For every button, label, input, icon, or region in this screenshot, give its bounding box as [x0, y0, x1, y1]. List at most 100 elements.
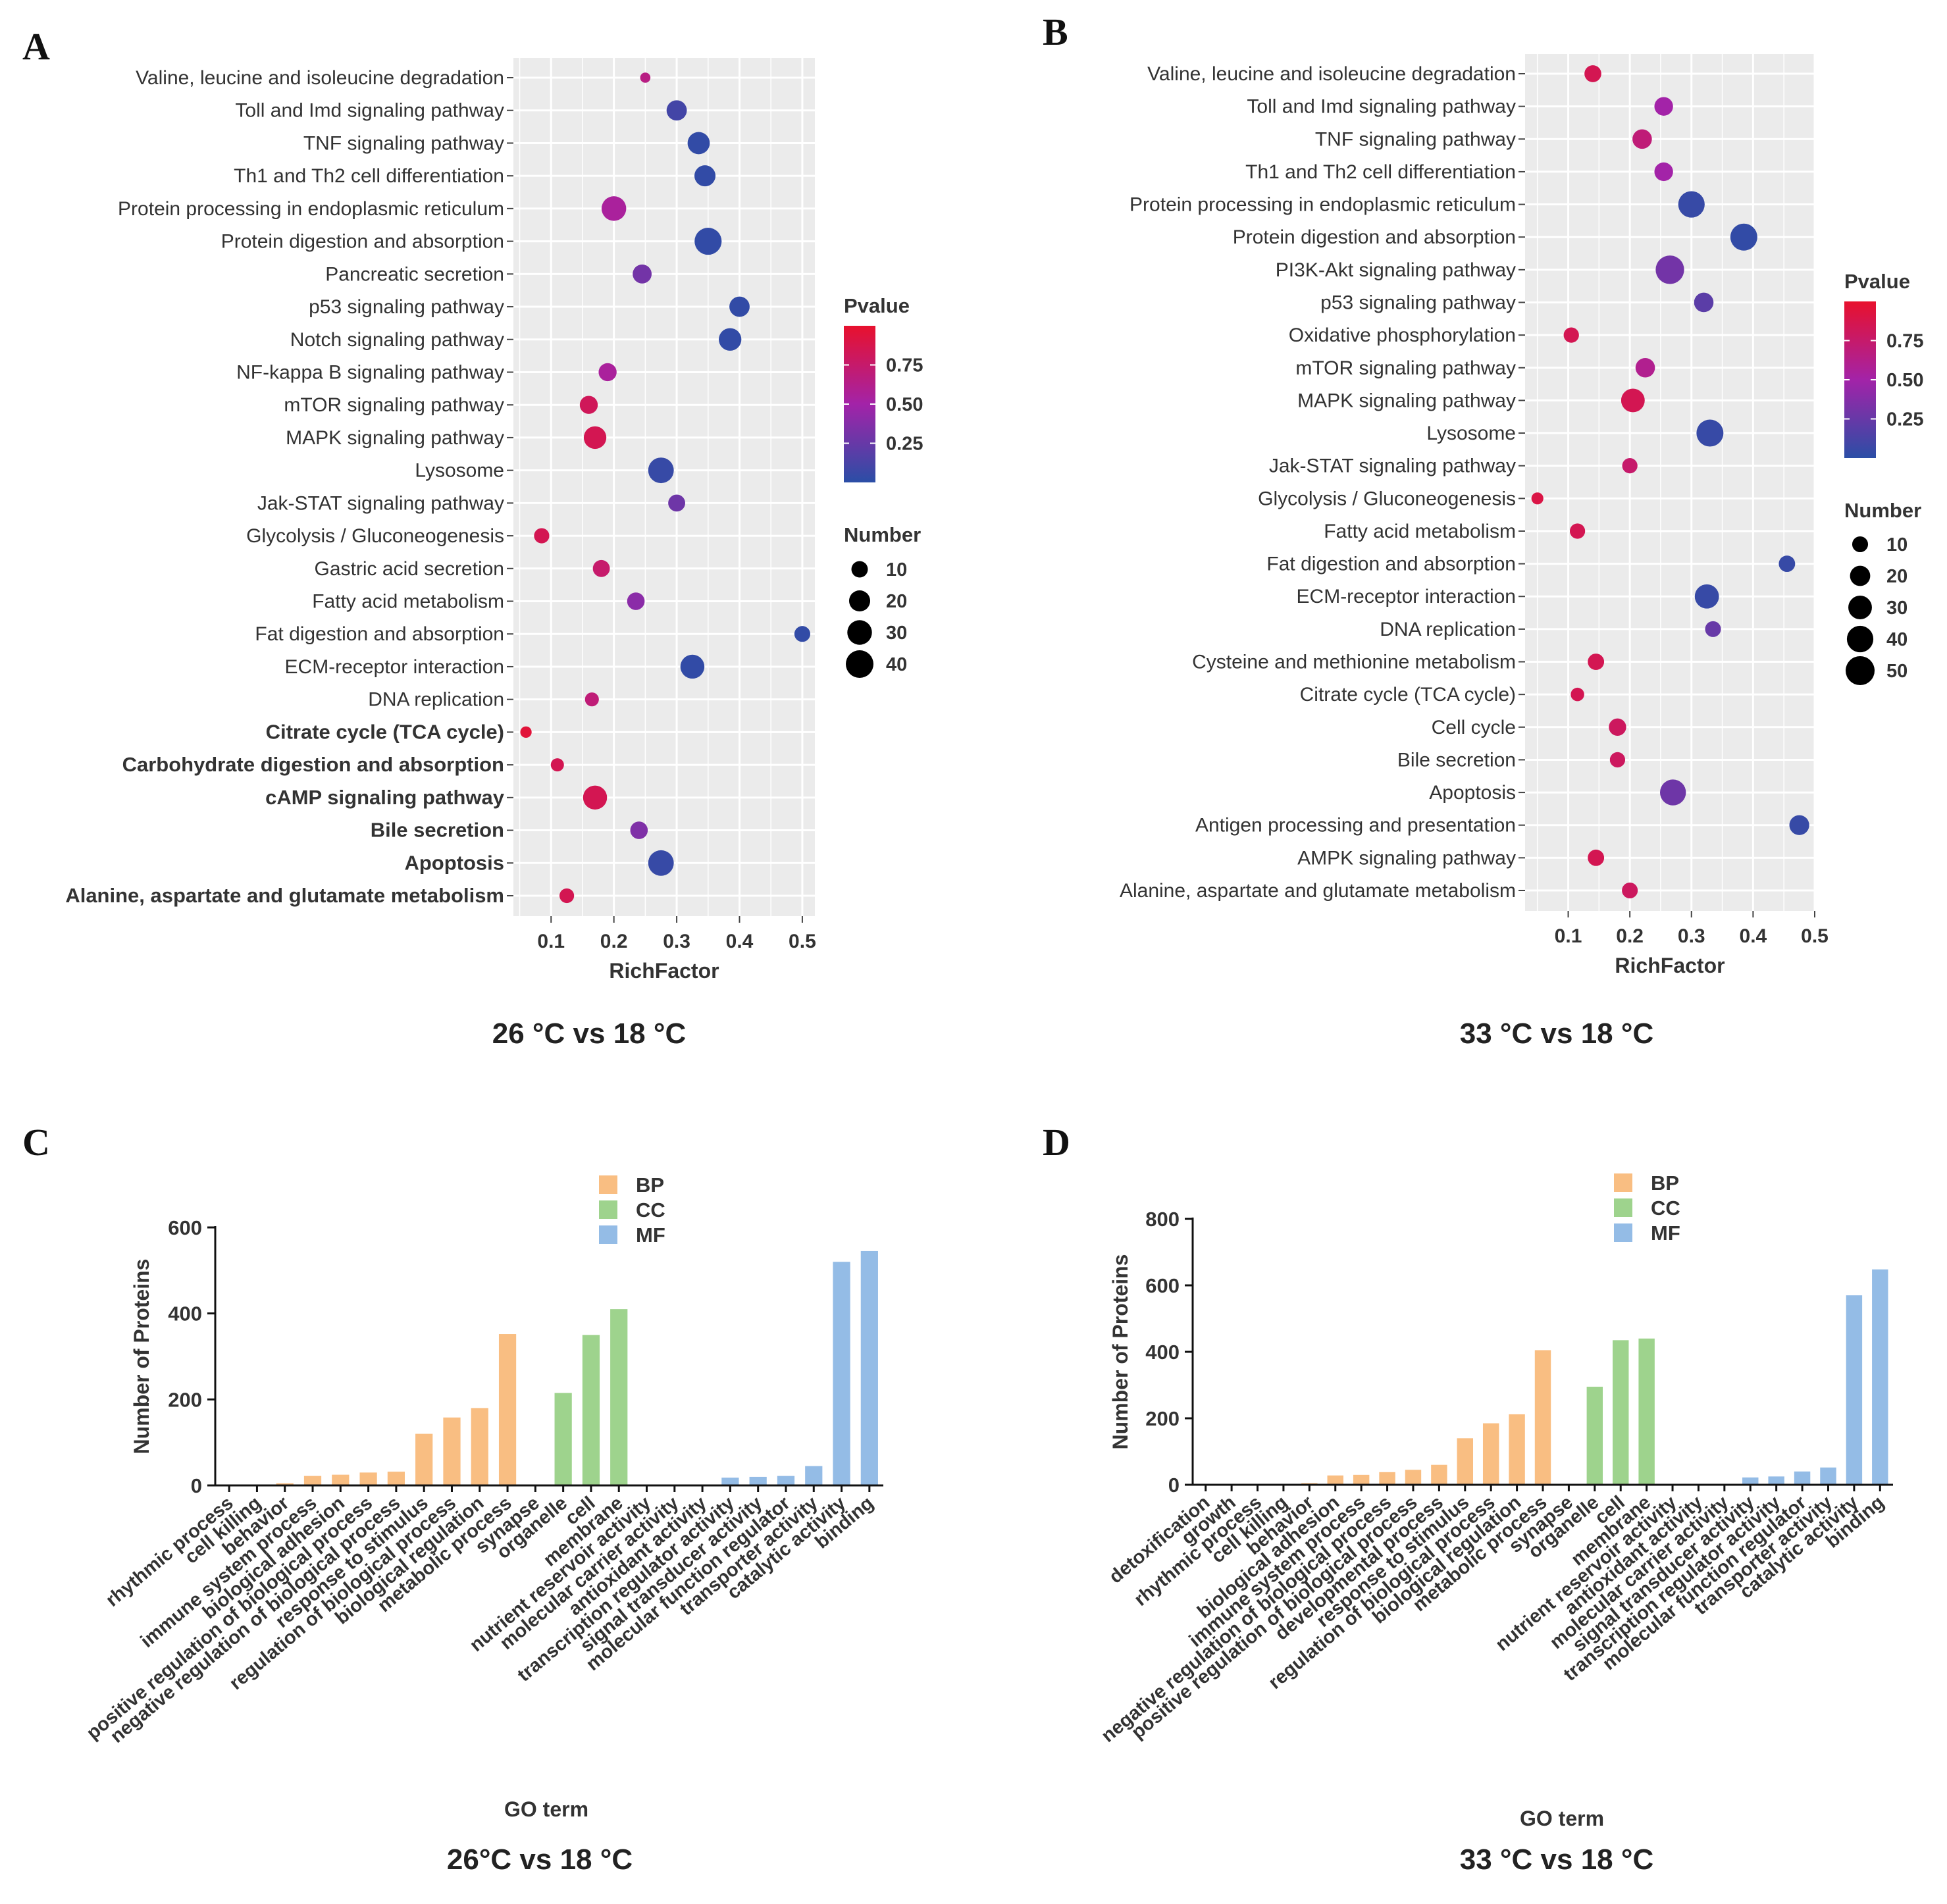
number-legend-dot — [1846, 656, 1875, 685]
term-label-valine-leucine-and-isoleucine-degradation: Valine, leucine and isoleucine degradati… — [1147, 63, 1516, 85]
bubble-nf-kappa-b-signaling-pathway — [598, 363, 617, 382]
bubble-p53-signaling-pathway — [1694, 292, 1714, 313]
bar-biological-adhesion — [1327, 1475, 1343, 1485]
y-axis-label: Number of Proteins — [1108, 1254, 1132, 1450]
bar-membrane — [1638, 1338, 1655, 1485]
term-label-pi3k-akt-signaling-pathway: PI3K-Akt signaling pathway — [1276, 259, 1516, 281]
colorbar-tick-label: 0.50 — [1886, 370, 1923, 391]
colorbar-tick-label: 0.25 — [1886, 409, 1923, 430]
panel-caption: 26 °C vs 18 °C — [492, 1017, 686, 1050]
plot-background — [1525, 54, 1815, 911]
number-legend-label: 20 — [1886, 566, 1908, 587]
bubble-lysosome — [648, 457, 674, 484]
plot-background — [513, 58, 815, 916]
legend-swatch-mf — [1614, 1223, 1632, 1242]
term-label-fat-digestion-and-absorption: Fat digestion and absorption — [255, 623, 504, 645]
term-label-cell-cycle: Cell cycle — [1432, 717, 1516, 738]
term-label-ecm-receptor-interaction: ECM-receptor interaction — [1297, 586, 1516, 607]
term-label-glycolysis-gluconeogenesis: Glycolysis / Gluconeogenesis — [1258, 488, 1516, 509]
term-label-alanine-aspartate-and-glutamate-metabolism: Alanine, aspartate and glutamate metabol… — [1120, 880, 1516, 902]
legend-swatch-cc — [1614, 1198, 1632, 1217]
number-legend-dot — [1848, 596, 1872, 619]
term-label-bile-secretion: Bile secretion — [1397, 749, 1516, 771]
term-label-protein-processing-in-endoplasmic-reticulum: Protein processing in endoplasmic reticu… — [1129, 194, 1516, 216]
term-label-toll-and-imd-signaling-pathway: Toll and Imd signaling pathway — [1247, 96, 1516, 118]
number-legend-dot — [847, 620, 872, 645]
bubble-ecm-receptor-interaction — [680, 654, 705, 679]
term-label-notch-signaling-pathway: Notch signaling pathway — [290, 329, 504, 351]
bubble-cell-cycle — [1609, 718, 1626, 736]
bubble-mapk-signaling-pathway — [1621, 388, 1645, 413]
number-legend-label: 40 — [886, 654, 907, 675]
term-label-lysosome: Lysosome — [415, 460, 504, 482]
term-label-glycolysis-gluconeogenesis: Glycolysis / Gluconeogenesis — [246, 525, 504, 547]
bubble-mtor-signaling-pathway — [579, 396, 598, 414]
legend-label-cc: CC — [1651, 1196, 1680, 1220]
x-axis-label: RichFactor — [609, 959, 719, 983]
bar-immune-system-process — [1353, 1474, 1370, 1485]
panel-a-bubble-chart: 0.1 0.2 0.3 0.4 0.5 Valine, leucine and isole… — [22, 25, 923, 1050]
bubble-gastric-acid-secretion — [592, 559, 610, 577]
bubble-protein-digestion-and-absorption — [694, 228, 722, 255]
term-label-protein-digestion-and-absorption: Protein digestion and absorption — [1233, 226, 1516, 248]
bar-cell — [1613, 1340, 1629, 1485]
colorbar-tick-label: 0.75 — [1886, 331, 1923, 352]
bubble-apoptosis — [1659, 779, 1686, 806]
bubble-tnf-signaling-pathway — [687, 132, 710, 155]
term-label-gastric-acid-secretion: Gastric acid secretion — [315, 558, 504, 580]
legend-label-bp: BP — [636, 1173, 664, 1196]
bubble-oxidative-phosphorylation — [1563, 327, 1579, 343]
bar-transcription-regulator-activity — [721, 1478, 739, 1485]
term-label-mapk-signaling-pathway: MAPK signaling pathway — [1297, 390, 1516, 411]
y-tick-label: 400 — [168, 1302, 202, 1325]
bubble-mapk-signaling-pathway — [583, 426, 607, 450]
y-tick-label: 0 — [191, 1474, 202, 1497]
legend-label-cc: CC — [636, 1198, 665, 1222]
number-legend-dot — [846, 650, 873, 678]
bubble-toll-and-imd-signaling-pathway — [1654, 97, 1673, 116]
term-label-tnf-signaling-pathway: TNF signaling pathway — [1315, 128, 1516, 150]
y-tick-label: 200 — [168, 1388, 202, 1411]
number-legend-title: Number — [1844, 499, 1921, 522]
bubble-jak-stat-signaling-pathway — [668, 494, 685, 512]
term-label-ampk-signaling-pathway: AMPK signaling pathway — [1297, 847, 1516, 869]
term-label-mtor-signaling-pathway: mTOR signaling pathway — [1295, 357, 1516, 379]
bar-negative-regulation-of-biological-process — [387, 1472, 405, 1485]
colorbar-tick-label: 0.75 — [886, 355, 923, 376]
number-legend-title: Number — [844, 523, 921, 546]
term-label-apoptosis: Apoptosis — [404, 851, 504, 874]
bar-cell — [582, 1335, 600, 1485]
term-label-nf-kappa-b-signaling-pathway: NF-kappa B signaling pathway — [236, 361, 504, 383]
term-label-alanine-aspartate-and-glutamate-metabolism: Alanine, aspartate and glutamate metabol… — [65, 884, 504, 907]
bar-molecular-function-regulator — [1794, 1471, 1811, 1485]
panel-label: A — [22, 25, 50, 68]
bubble-jak-stat-signaling-pathway — [1622, 458, 1638, 474]
bar-binding — [860, 1250, 878, 1485]
bar-immune-system-process — [303, 1476, 322, 1485]
bubble-fat-digestion-and-absorption — [1778, 555, 1796, 573]
term-label-th1-and-th2-cell-differentiation: Th1 and Th2 cell differentiation — [1245, 161, 1516, 183]
bubble-protein-processing-in-endoplasmic-reticulum — [601, 196, 627, 221]
bar-biological-adhesion — [332, 1474, 350, 1485]
term-label-citrate-cycle-tca-cycle: Citrate cycle (TCA cycle) — [266, 720, 504, 743]
term-label-jak-stat-signaling-pathway: Jak-STAT signaling pathway — [1269, 455, 1516, 477]
bubble-citrate-cycle-tca-cycle — [1571, 687, 1584, 702]
bar-response-to-stimulus — [1457, 1438, 1473, 1485]
bar-transcription-regulator-activity — [1768, 1476, 1784, 1485]
term-label-dna-replication: DNA replication — [1380, 619, 1516, 640]
bar-signal-transducer-activity — [749, 1476, 767, 1485]
bubble-carbohydrate-digestion-and-absorption — [550, 758, 564, 772]
bubble-fatty-acid-metabolism — [627, 592, 645, 610]
bubble-th1-and-th2-cell-differentiation — [1654, 162, 1673, 182]
bar-binding — [1872, 1269, 1888, 1485]
term-label-bile-secretion: Bile secretion — [371, 819, 504, 842]
bar-organelle — [554, 1393, 572, 1485]
bubble-protein-digestion-and-absorption — [1730, 223, 1757, 251]
bubble-apoptosis — [648, 850, 674, 876]
term-label-antigen-processing-and-presentation: Antigen processing and presentation — [1195, 815, 1516, 836]
panel-label: B — [1043, 11, 1068, 53]
term-label-fatty-acid-metabolism: Fatty acid metabolism — [1324, 521, 1516, 542]
term-label-ecm-receptor-interaction: ECM-receptor interaction — [285, 656, 504, 678]
number-legend-dot — [1850, 565, 1871, 586]
